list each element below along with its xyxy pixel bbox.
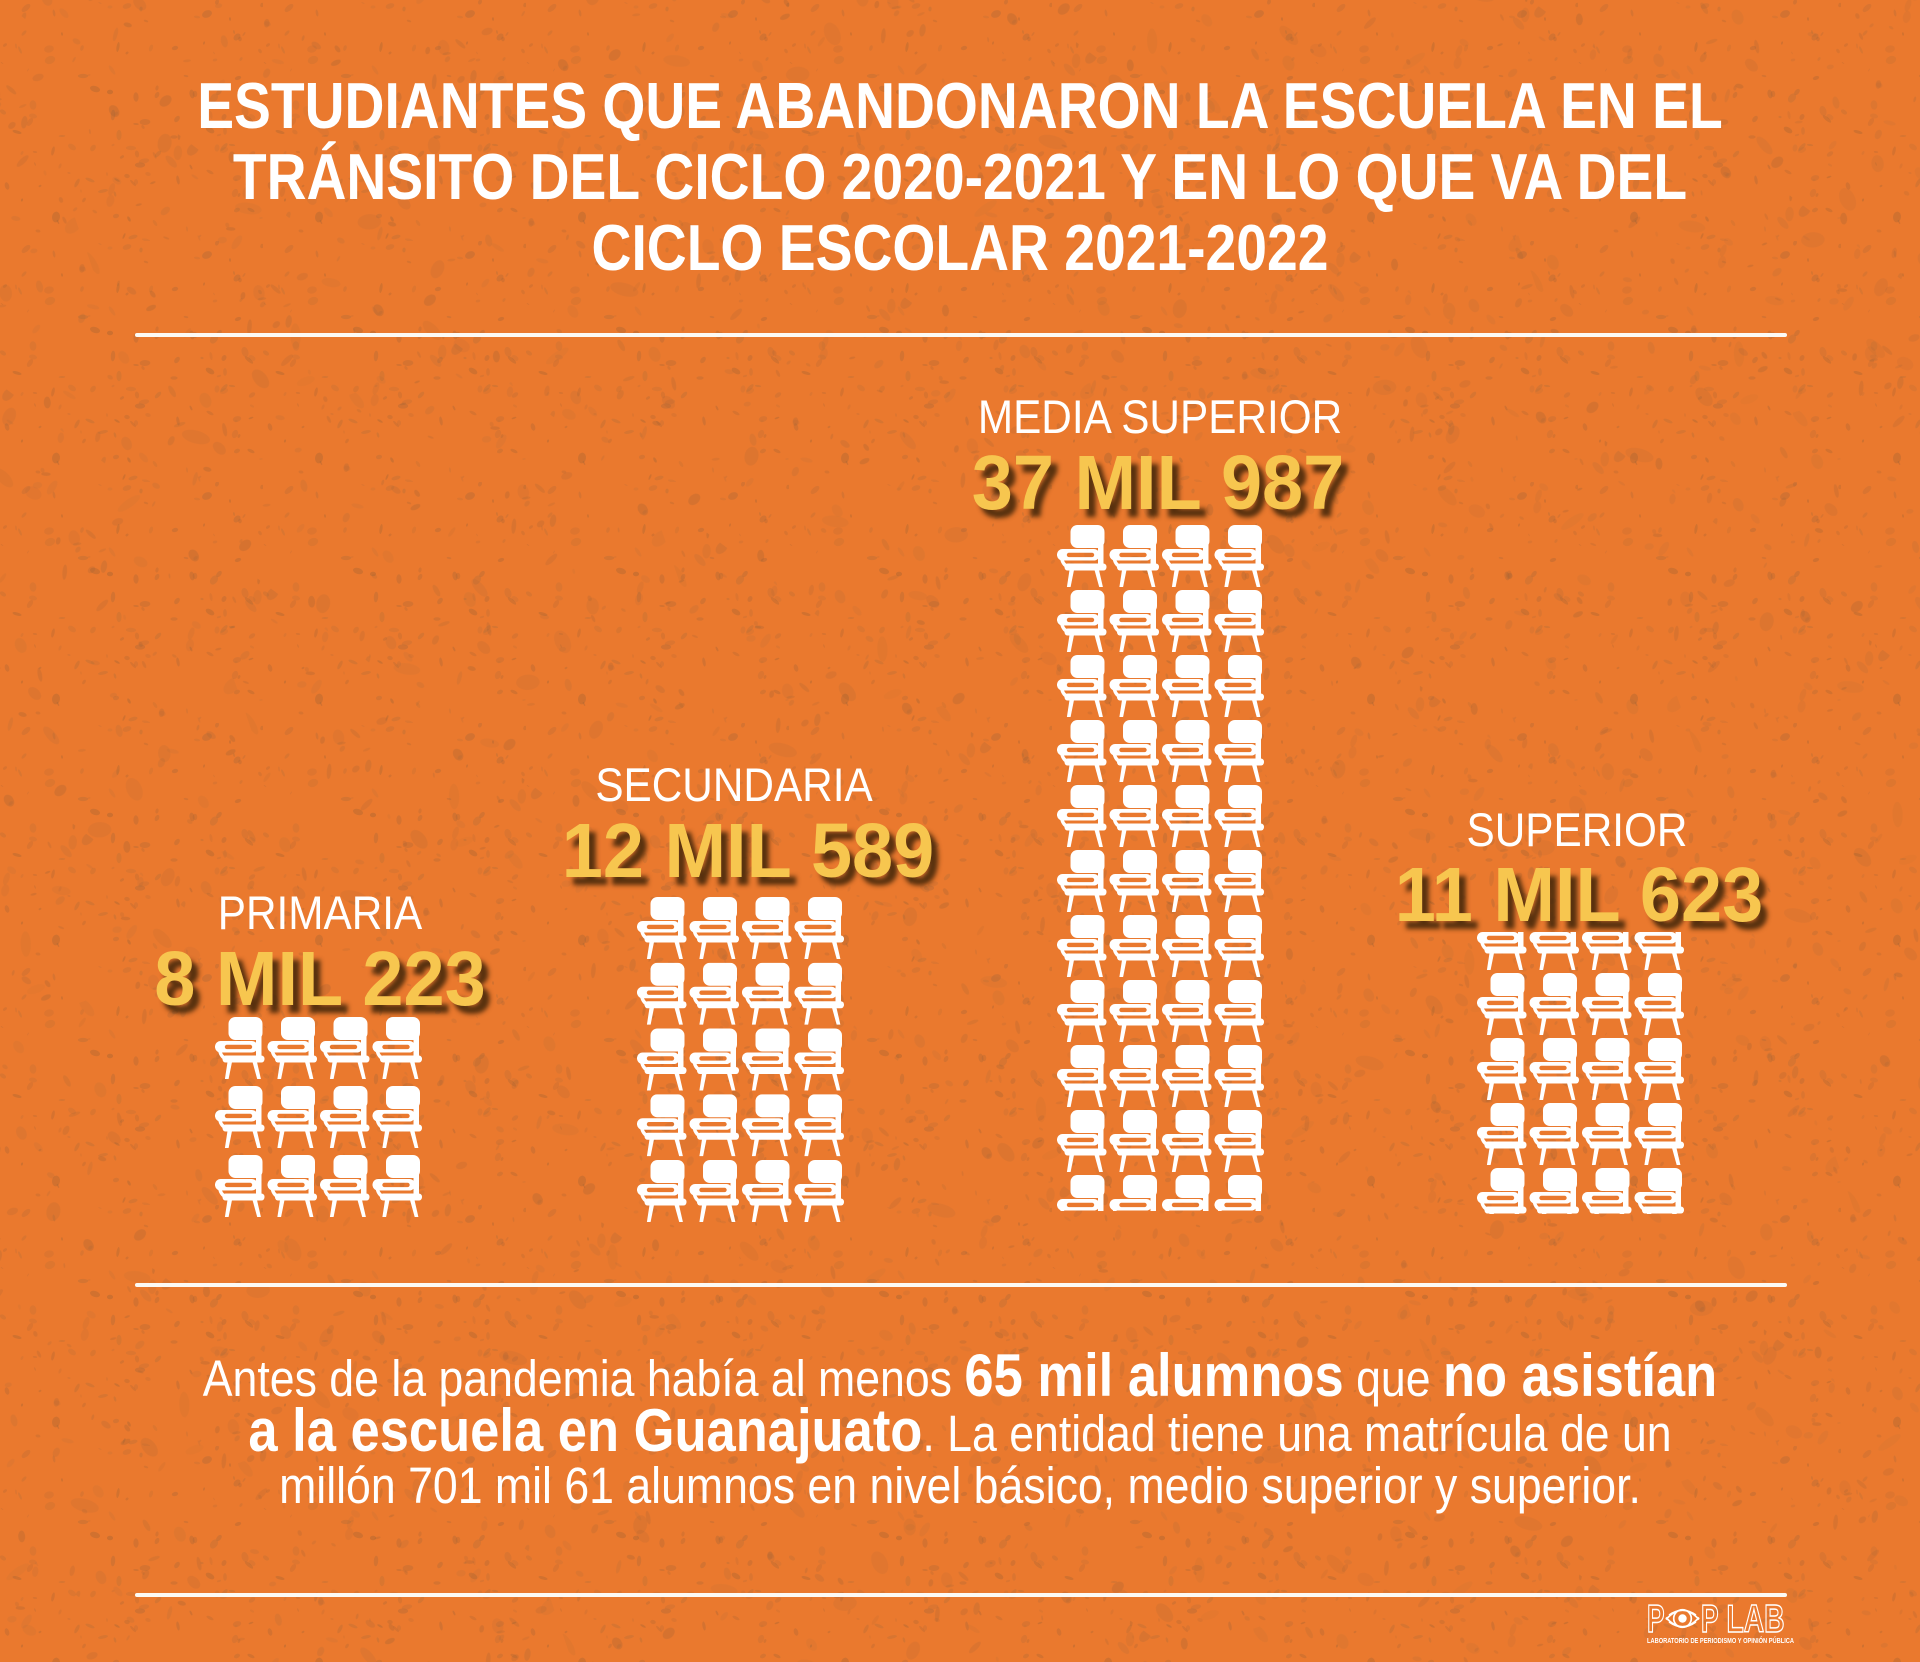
svg-text:P: P [1647, 1598, 1665, 1641]
svg-text:LABORATORIO DE PERIODISMO Y OP: LABORATORIO DE PERIODISMO Y OPINIÓN PÚBL… [1647, 1636, 1795, 1645]
svg-text:LAB: LAB [1727, 1598, 1785, 1641]
svg-text:P: P [1701, 1598, 1719, 1641]
